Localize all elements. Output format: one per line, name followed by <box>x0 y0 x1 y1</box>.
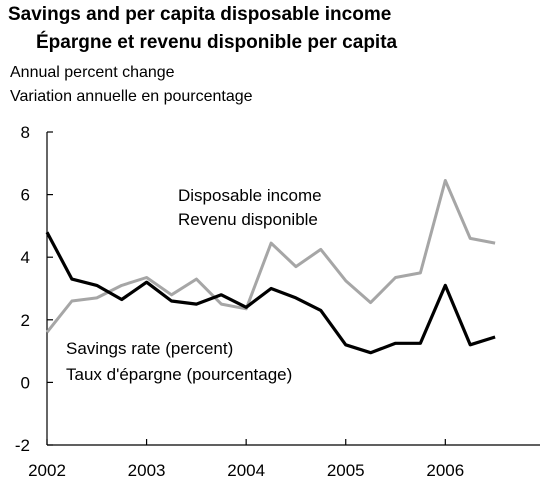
series-annotations: Disposable income Revenu disponible Savi… <box>66 186 322 384</box>
x-tick-label: 2006 <box>426 461 464 480</box>
income-label-en: Disposable income <box>178 186 322 205</box>
x-tick-label: 2005 <box>327 461 365 480</box>
savings-label-en: Savings rate (percent) <box>66 339 233 358</box>
savings-label-fr: Taux d'épargne (pourcentage) <box>66 365 292 384</box>
y-tick-label: -2 <box>15 436 30 455</box>
axes <box>46 131 540 446</box>
chart-subtitle: Épargne et revenu disponible per capita <box>36 32 398 53</box>
series-lines <box>45 179 496 355</box>
y-tick-label: 8 <box>21 123 30 142</box>
x-tick-label: 2004 <box>227 461 265 480</box>
disposable-income-line <box>45 179 496 334</box>
y-axis-label-fr: Variation annuelle en pourcentage <box>10 88 253 105</box>
x-tick-label: 2003 <box>128 461 166 480</box>
y-tick-label: 4 <box>21 248 30 267</box>
y-tick-label: 2 <box>21 311 30 330</box>
y-tick-label: 0 <box>21 373 30 392</box>
y-tick-label: 6 <box>21 186 30 205</box>
income-label-fr: Revenu disponible <box>178 210 318 229</box>
chart-title: Savings and per capita disposable income <box>8 4 392 25</box>
savings-rate-line <box>45 231 496 355</box>
tick-labels: 8 6 4 2 0 -2 2002 2003 2004 2005 2006 <box>15 123 464 480</box>
x-tick-label: 2002 <box>28 461 66 480</box>
y-axis-label-en: Annual percent change <box>10 64 175 81</box>
